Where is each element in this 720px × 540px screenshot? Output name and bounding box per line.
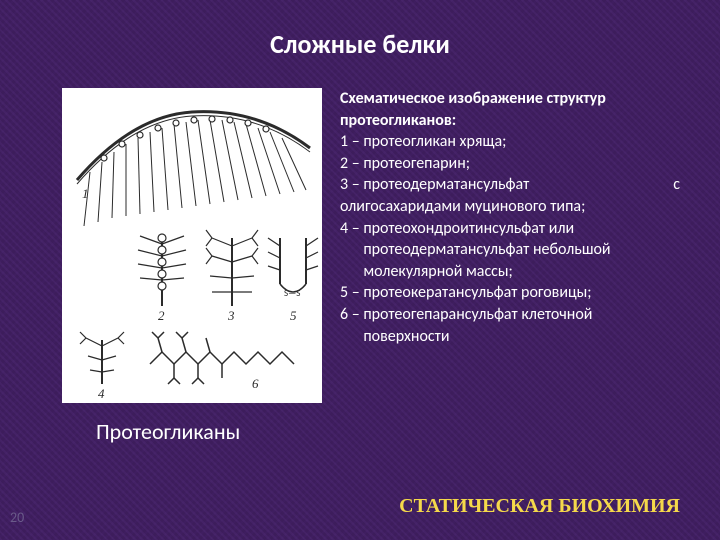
item-list: 1 – протеогликан хряща;2 – протеогепарин… <box>340 131 680 347</box>
content-row: 1 2 <box>62 88 680 403</box>
svg-text:6: 6 <box>252 376 259 391</box>
item-tail: с <box>665 174 680 196</box>
item-label: 3 – <box>340 174 363 196</box>
list-item: 5 – протеокератансульфат роговицы; <box>340 282 680 304</box>
footer-title: СТАТИЧЕСКАЯ БИОХИМИЯ <box>399 495 680 518</box>
list-item: 1 – протеогликан хряща; <box>340 131 680 153</box>
svg-text:5: 5 <box>290 308 297 323</box>
list-item: 3 – протеодерматансульфатс <box>340 174 680 196</box>
heading-line2: протеогликанов: <box>340 111 456 130</box>
item-body: протеогепарин; <box>363 153 680 175</box>
page-number: 20 <box>10 509 24 526</box>
item-body: протеодерматансульфат <box>363 174 665 196</box>
list-item: 4 – протеохондроитинсульфат или протеоде… <box>340 218 680 283</box>
item-body: протеохондроитинсульфат или протеодермат… <box>363 218 680 283</box>
svg-text:2: 2 <box>158 308 165 323</box>
heading-line1: Схематическое изображение структур <box>340 89 606 108</box>
item-label: 1 – <box>340 131 363 153</box>
svg-text:4: 4 <box>98 386 105 401</box>
slide-title: Сложные белки <box>0 28 720 60</box>
description-text: Схематическое изображение структур проте… <box>340 88 680 403</box>
item-body: протеогликан хряща; <box>363 131 680 153</box>
list-item: 2 – протеогепарин; <box>340 153 680 175</box>
item-label: 6 – <box>340 304 363 347</box>
svg-text:S—S: S—S <box>284 288 300 299</box>
svg-text:3: 3 <box>227 308 235 323</box>
item-body: протеогепарансульфат клеточной поверхнос… <box>363 304 680 347</box>
svg-text:1: 1 <box>82 186 89 201</box>
item-label: 2 – <box>340 153 363 175</box>
list-item: 6 – протеогепарансульфат клеточной повер… <box>340 304 680 347</box>
proteoglycan-schematic-figure: 1 2 <box>62 88 322 403</box>
text-heading: Схематическое изображение структур проте… <box>340 88 680 131</box>
item-continuation: олигосахаридами муцинового типа; <box>340 196 680 218</box>
item-label: 4 – <box>340 218 363 283</box>
item-body: протеокератансульфат роговицы; <box>363 282 680 304</box>
figure-caption: Протеогликаны <box>96 418 240 445</box>
item-label: 5 – <box>340 282 363 304</box>
schematic-svg: 1 2 <box>62 88 322 403</box>
